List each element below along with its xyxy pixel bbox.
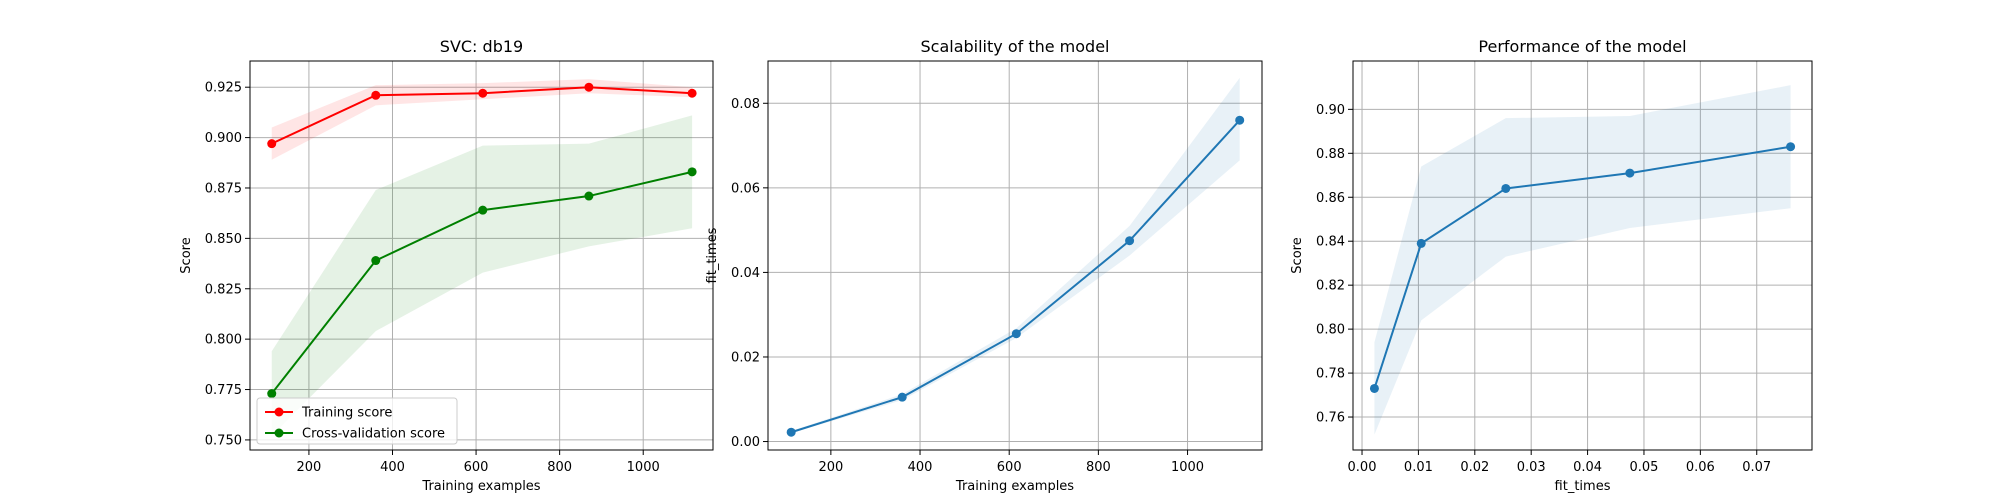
chart-title: Performance of the model bbox=[1478, 37, 1686, 56]
x-tick-label: 0.05 bbox=[1629, 460, 1658, 475]
y-tick-label: 0.82 bbox=[1316, 279, 1345, 294]
x-tick-label: 200 bbox=[818, 460, 843, 475]
series-lines bbox=[1369, 142, 1796, 393]
y-tick-label: 0.850 bbox=[205, 232, 242, 247]
data-point bbox=[1625, 168, 1635, 178]
data-point bbox=[1369, 383, 1379, 393]
data-point bbox=[1125, 236, 1135, 246]
data-point bbox=[1011, 329, 1021, 339]
y-tick-label: 0.825 bbox=[205, 282, 242, 297]
data-point bbox=[1235, 115, 1245, 125]
x-axis-label: Training examples bbox=[421, 479, 540, 494]
x-tick-label: 800 bbox=[547, 460, 572, 475]
series-lines bbox=[786, 115, 1245, 437]
y-tick-label: 0.775 bbox=[205, 383, 242, 398]
chart-title: Scalability of the model bbox=[921, 37, 1110, 56]
y-tick-label: 0.76 bbox=[1316, 411, 1345, 426]
data-point bbox=[371, 256, 381, 266]
x-tick-label: 200 bbox=[297, 460, 322, 475]
confidence-band bbox=[1374, 85, 1791, 435]
x-tick-label: 0.01 bbox=[1404, 460, 1433, 475]
confidence-bands bbox=[271, 79, 693, 436]
ticks: 200 400 600 800 1000 0.00 0.02 0.04 0.06 0.08 bbox=[731, 97, 1204, 475]
y-tick-label: 0.00 bbox=[731, 435, 760, 450]
data-point bbox=[584, 82, 594, 92]
chart-title: SVC: db19 bbox=[440, 37, 523, 56]
y-tick-label: 0.08 bbox=[731, 97, 760, 112]
y-tick-label: 0.78 bbox=[1316, 367, 1345, 382]
y-axis-label: Score bbox=[1290, 237, 1305, 273]
ticks: 0.00 0.01 0.02 0.03 0.04 0.05 0.06 0.07 0.76 0.78… bbox=[1316, 103, 1771, 475]
legend-marker-training bbox=[274, 407, 284, 417]
chart-performance: Performance of the model fit_times Score… bbox=[1290, 37, 1813, 494]
confidence-band bbox=[791, 77, 1240, 434]
data-point bbox=[786, 427, 796, 437]
data-point bbox=[478, 88, 488, 98]
series-lines bbox=[267, 82, 697, 399]
x-tick-label: 0.03 bbox=[1517, 460, 1546, 475]
x-tick-label: 0.00 bbox=[1348, 460, 1377, 475]
legend-box bbox=[256, 397, 458, 445]
x-tick-label: 0.07 bbox=[1742, 460, 1771, 475]
chart-svc-learning-curve: SVC: db19 Training examples Score 200 400… bbox=[179, 37, 714, 494]
axes-frame bbox=[1352, 60, 1813, 451]
confidence-bands bbox=[1374, 85, 1791, 435]
y-tick-label: 0.88 bbox=[1316, 147, 1345, 162]
series-line bbox=[790, 119, 1241, 434]
x-tick-label: 600 bbox=[464, 460, 489, 475]
data-point bbox=[897, 392, 907, 402]
y-tick-label: 0.86 bbox=[1316, 191, 1345, 206]
y-tick-label: 0.750 bbox=[205, 433, 242, 448]
y-tick-label: 0.84 bbox=[1316, 235, 1345, 250]
y-axis-label: Score bbox=[179, 237, 194, 273]
y-tick-label: 0.925 bbox=[205, 81, 242, 96]
data-point bbox=[584, 191, 594, 201]
y-tick-label: 0.06 bbox=[731, 181, 760, 196]
x-tick-label: 0.06 bbox=[1686, 460, 1715, 475]
x-tick-label: 0.04 bbox=[1573, 460, 1602, 475]
data-point bbox=[687, 167, 697, 177]
x-tick-label: 800 bbox=[1086, 460, 1111, 475]
x-axis-label: fit_times bbox=[1555, 479, 1611, 494]
y-tick-label: 0.900 bbox=[205, 131, 242, 146]
y-tick-label: 0.80 bbox=[1316, 323, 1345, 338]
data-point bbox=[267, 139, 277, 149]
y-tick-label: 0.875 bbox=[205, 181, 242, 196]
data-point bbox=[371, 90, 381, 100]
confidence-band bbox=[271, 115, 693, 436]
x-tick-label: 0.02 bbox=[1460, 460, 1489, 475]
ticks: 200 400 600 800 1000 0.750 0.775 0.800 0.825 0.85… bbox=[205, 81, 660, 475]
x-tick-label: 600 bbox=[997, 460, 1022, 475]
data-point bbox=[1416, 238, 1426, 248]
y-tick-label: 0.04 bbox=[731, 266, 760, 281]
legend-marker-cross-validation bbox=[274, 428, 284, 438]
legend: Training score Cross-validation score bbox=[256, 397, 458, 445]
y-tick-label: 0.800 bbox=[205, 333, 242, 348]
data-point bbox=[1501, 183, 1511, 193]
x-axis-label: Training examples bbox=[955, 479, 1074, 494]
grid bbox=[768, 61, 1262, 450]
axes-frame bbox=[249, 60, 714, 451]
grid bbox=[1353, 61, 1812, 450]
x-tick-label: 1000 bbox=[627, 460, 660, 475]
data-point bbox=[687, 88, 697, 98]
legend-label-training: Training score bbox=[301, 406, 392, 421]
data-point bbox=[478, 205, 488, 215]
x-tick-label: 1000 bbox=[1171, 460, 1204, 475]
y-tick-label: 0.90 bbox=[1316, 103, 1345, 118]
confidence-bands bbox=[791, 77, 1240, 434]
chart-scalability: Scalability of the model Training exampl… bbox=[705, 37, 1263, 494]
legend-label-cross-validation: Cross-validation score bbox=[302, 427, 445, 442]
y-axis-label: fit_times bbox=[705, 227, 720, 283]
axes-frame bbox=[767, 60, 1263, 451]
data-point bbox=[1786, 142, 1796, 152]
x-tick-label: 400 bbox=[908, 460, 933, 475]
x-tick-label: 400 bbox=[380, 460, 405, 475]
y-tick-label: 0.02 bbox=[731, 350, 760, 365]
data-point bbox=[267, 389, 277, 399]
